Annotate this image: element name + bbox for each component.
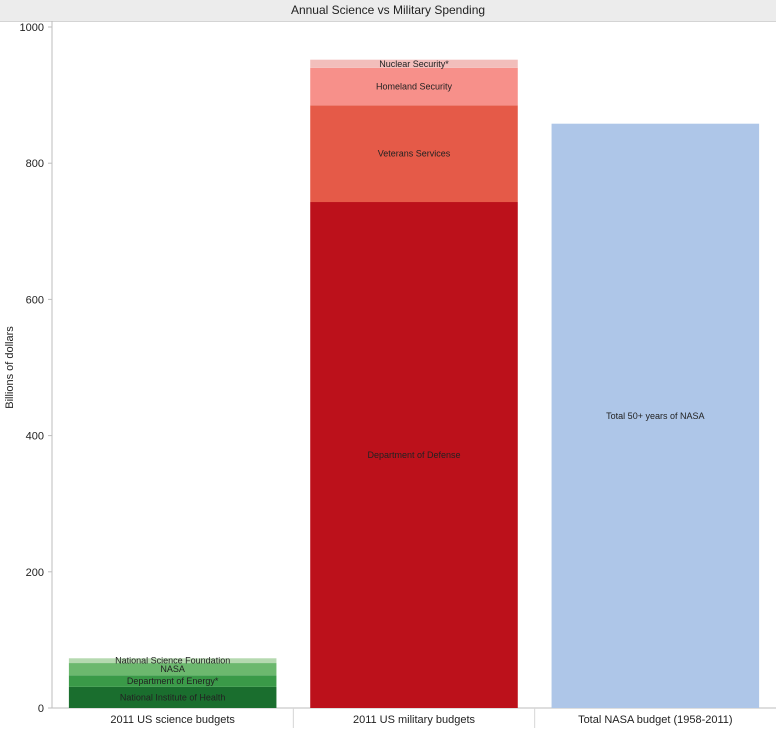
y-axis-title: Billions of dollars bbox=[4, 326, 16, 409]
bar-segment-label: National Science Foundation bbox=[115, 656, 230, 666]
bar-segment-label: Department of Energy* bbox=[127, 676, 219, 686]
bar-segment-label: Nuclear Security* bbox=[379, 59, 449, 69]
bar-segment bbox=[310, 202, 518, 708]
bar-segment bbox=[310, 59, 518, 68]
y-tick-label: 1000 bbox=[20, 22, 44, 34]
y-tick-label: 600 bbox=[26, 294, 44, 306]
bar-segment-label: National Institute of Health bbox=[120, 692, 226, 702]
chart-title: Annual Science vs Military Spending bbox=[0, 0, 776, 22]
x-category-label: Total NASA budget (1958-2011) bbox=[578, 714, 733, 726]
y-tick-label: 200 bbox=[26, 567, 44, 579]
bar-segment-label: Total 50+ years of NASA bbox=[606, 411, 704, 421]
bar-segment-label: Homeland Security bbox=[376, 82, 453, 92]
bar-segment bbox=[68, 675, 277, 687]
bar-segment-label: Veterans Services bbox=[378, 149, 451, 159]
x-category-label: 2011 US science budgets bbox=[110, 714, 235, 726]
bar-segment bbox=[310, 67, 518, 106]
bar-segment-label: NASA bbox=[160, 664, 185, 674]
y-tick-label: 400 bbox=[26, 431, 44, 443]
bar-segment bbox=[310, 105, 518, 203]
bar-segment bbox=[68, 686, 277, 708]
bar-segment bbox=[68, 663, 277, 676]
x-category-label: 2011 US military budgets bbox=[353, 714, 476, 726]
y-tick-label: 800 bbox=[26, 158, 44, 170]
bar-segment bbox=[68, 658, 277, 664]
y-tick-label: 0 bbox=[38, 703, 44, 715]
bar-segment-label: Department of Defense bbox=[367, 450, 460, 460]
bar-segment bbox=[551, 123, 760, 708]
